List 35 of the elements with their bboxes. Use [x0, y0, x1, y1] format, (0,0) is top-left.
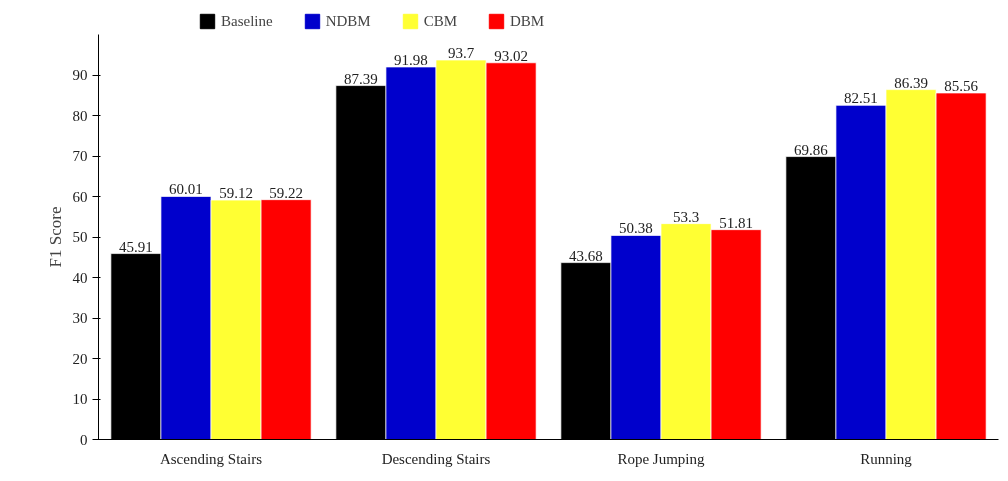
- data-label: 85.56: [944, 77, 979, 94]
- data-label: 93.7: [447, 45, 475, 62]
- legend-label: DBM: [510, 12, 545, 30]
- y-tick-label: 0: [80, 431, 88, 448]
- legend-label: Baseline: [221, 12, 273, 30]
- data-label: 45.91: [119, 238, 153, 255]
- y-tick-label: 60: [72, 188, 88, 205]
- y-tick-label: 80: [72, 107, 88, 124]
- y-tick-label: 50: [72, 229, 88, 245]
- x-tick-label: Rope Jumping: [617, 450, 706, 467]
- data-label: 51.81: [719, 214, 753, 231]
- y-tick-label: 40: [72, 269, 88, 286]
- data-label: 60.01: [169, 181, 203, 198]
- data-label: 82.51: [844, 90, 878, 107]
- data-label: 91.98: [394, 51, 428, 68]
- y-tick-label: 10: [72, 391, 88, 407]
- x-tick-label: Ascending Stairs: [159, 450, 263, 467]
- data-label: 69.86: [794, 141, 829, 158]
- data-label: 43.68: [569, 247, 603, 264]
- data-label: 59.12: [219, 185, 253, 202]
- y-tick-label: 70: [72, 148, 88, 164]
- legend-label: CBM: [423, 12, 458, 30]
- y-tick-label: 90: [72, 67, 88, 83]
- data-label: 50.38: [619, 220, 653, 237]
- y-tick-label: 20: [72, 350, 88, 367]
- y-tick-label: 30: [72, 310, 88, 326]
- y-axis-title: F1 Score: [45, 206, 65, 268]
- data-label: 59.22: [269, 184, 303, 201]
- data-label: 87.39: [344, 70, 378, 87]
- x-tick-label: Running: [860, 450, 913, 467]
- data-label: 86.39: [894, 74, 928, 91]
- data-label: 93.02: [494, 47, 528, 64]
- data-label: 53.3: [672, 208, 700, 225]
- legend-label: NDBM: [325, 12, 371, 30]
- x-tick-label: Descending Stairs: [381, 450, 491, 467]
